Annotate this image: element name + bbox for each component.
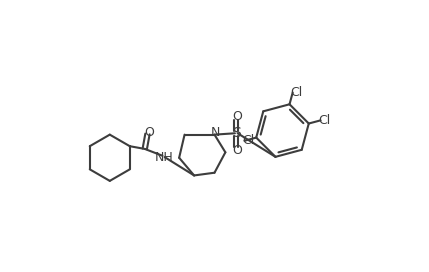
Text: O: O (233, 144, 242, 157)
Text: O: O (233, 110, 242, 123)
Text: N: N (211, 126, 221, 139)
Text: Cl: Cl (290, 86, 302, 99)
Text: Cl: Cl (318, 114, 330, 127)
Text: Cl: Cl (242, 134, 254, 147)
Text: O: O (144, 126, 154, 139)
Text: S: S (232, 126, 241, 140)
Text: NH: NH (154, 151, 173, 163)
